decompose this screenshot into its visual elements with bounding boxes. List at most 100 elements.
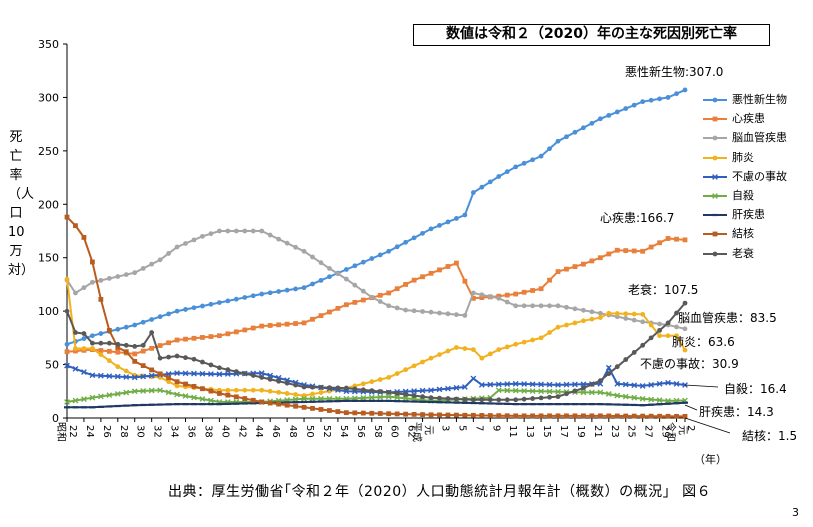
data-point [166,379,171,385]
data-point [411,411,417,417]
data-point [614,413,620,419]
data-point [437,267,442,273]
data-point [538,413,544,419]
data-point [200,359,205,365]
data-point [445,412,451,418]
data-point [538,286,544,292]
data-point [428,412,434,418]
data-point [411,235,417,241]
data-point [106,358,112,364]
data-point [530,337,536,343]
data-point [479,355,485,361]
data-point [301,384,307,390]
x-tick-label: 38 [202,425,213,438]
data-point [445,219,451,225]
x-axis-unit: （年） [694,453,727,466]
data-point [191,383,197,389]
data-point [597,315,603,320]
data-point [623,413,629,419]
data-point [437,412,442,418]
data-point [622,381,629,388]
data-point [504,387,511,394]
legend-item: 悪性新生物 [702,90,812,109]
data-point [589,258,595,264]
data-point [216,391,222,396]
x-tick-label: 54 [338,425,349,438]
data-point [411,363,417,369]
data-point [123,324,129,330]
data-point [496,174,502,179]
data-point [200,386,205,392]
data-point [284,391,290,396]
end-label: 脳血管疾患：83.5 [678,310,777,325]
data-point [310,254,315,260]
y-tick-label: 100 [38,305,59,318]
data-point [140,319,146,325]
x-tick-label: 48 [287,425,298,438]
data-point [673,380,680,387]
data-point [496,397,502,403]
data-point [589,316,595,322]
data-point [547,277,552,283]
label-leader [684,417,731,434]
data-point [89,394,96,401]
end-label: 不慮の事故：30.9 [640,356,739,371]
data-point [132,351,138,357]
data-point [327,385,332,391]
data-point [81,346,87,351]
data-point [293,392,298,397]
data-point [479,292,485,298]
data-point [445,311,451,317]
data-point [233,387,239,393]
data-point [513,341,519,347]
data-point [513,413,519,419]
data-point [284,287,290,293]
data-point [369,294,375,300]
data-point [123,368,129,374]
data-point [377,252,383,258]
data-point [521,303,527,309]
data-point [420,230,425,236]
data-point [606,112,612,118]
data-point [276,378,282,384]
data-point [98,277,104,283]
data-point [89,372,96,379]
data-point [106,340,112,346]
data-point [276,236,282,242]
legend: 悪性新生物 心疾患 脳血管疾患 肺炎 不慮の事故 自殺 肝疾患 結核 老衰 [702,90,812,263]
data-point [572,264,578,270]
data-point [487,294,493,299]
data-point [454,412,459,418]
series-layer [64,87,688,419]
x-tick-label: 24 [84,425,95,438]
data-point [665,320,671,326]
data-point [402,395,409,402]
data-point [479,295,485,301]
data-point [648,322,654,328]
data-point [310,316,315,322]
data-point [504,169,510,175]
data-point [386,248,392,254]
data-point [648,396,655,403]
data-point [157,257,163,263]
data-point [360,259,366,265]
data-point [73,223,78,229]
data-point [352,282,358,288]
data-point [191,335,197,341]
data-point [183,381,188,387]
data-point [606,251,612,257]
legend-marker [712,155,718,160]
data-point [479,184,485,190]
series-悪性新生物 [64,87,688,347]
data-point [242,327,248,333]
data-point [640,342,646,348]
data-point [327,266,332,271]
x-tick-label: 60 [389,425,400,438]
data-point [665,379,671,386]
data-point [648,413,654,419]
legend-label: 悪性新生物 [732,93,787,106]
data-point [216,300,222,305]
legend-item: 自殺 [702,186,812,205]
data-point [242,371,248,376]
data-point [521,289,527,295]
